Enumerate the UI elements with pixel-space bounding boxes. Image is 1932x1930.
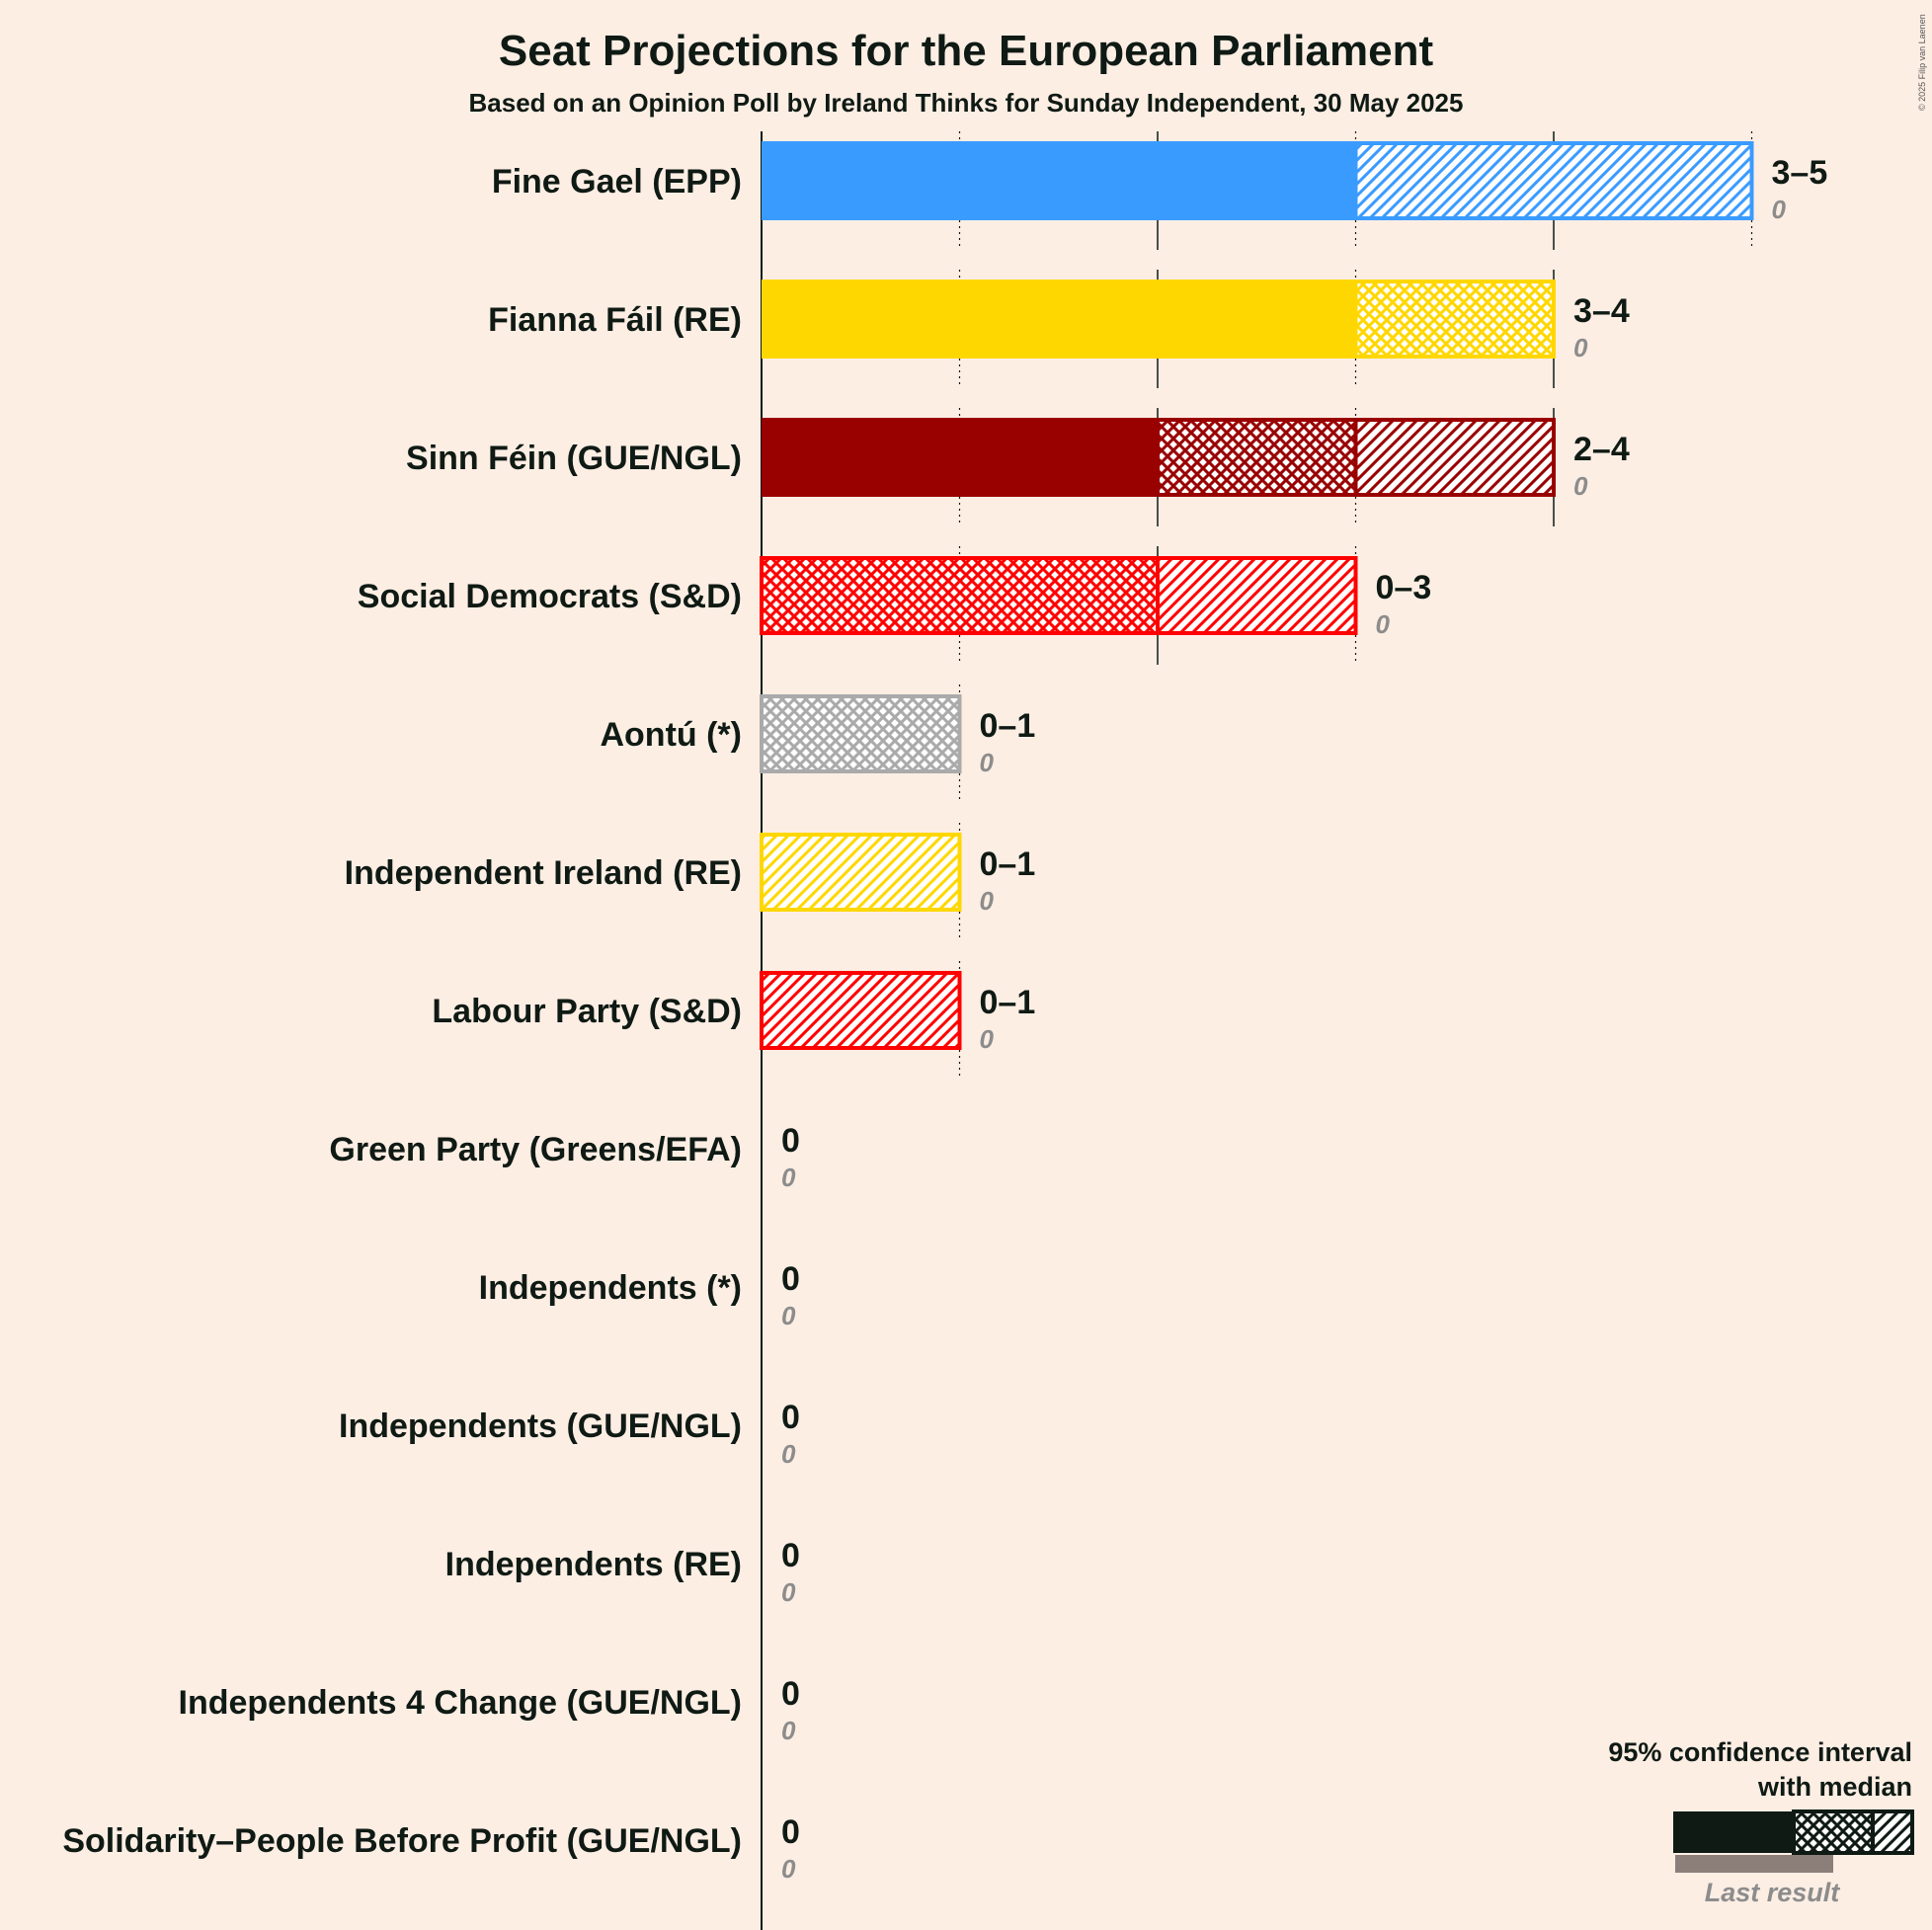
copyright-note: © 2025 Filip van Laenen [1917, 14, 1927, 111]
range-label: 0 [781, 1122, 800, 1160]
party-row: Fianna Fáil (RE) 3–4 0 [488, 270, 1630, 388]
party-row: Independents (GUE/NGL) 00 [339, 1399, 800, 1469]
last-result-label: 0 [980, 748, 995, 777]
last-result-label: 0 [1573, 333, 1588, 362]
last-result-label: 0 [781, 1301, 796, 1330]
party-row: Independent Ireland (RE) 0–10 [345, 823, 1036, 941]
range-label: 0 [781, 1260, 800, 1298]
party-row: Fine Gael (EPP) 3–5 0 [492, 131, 1827, 250]
last-result-label: 0 [781, 1854, 796, 1884]
party-label: Fine Gael (EPP) [492, 163, 742, 201]
range-label: 0 [781, 1675, 800, 1713]
bar-solid-segment [762, 141, 1356, 220]
party-row: Independents 4 Change (GUE/NGL) 0 0 [179, 1675, 800, 1745]
bar-solid-segment [762, 280, 1356, 359]
party-label: Independent Ireland (RE) [345, 854, 742, 892]
party-label: Independents (*) [479, 1269, 742, 1307]
bar-crosshatch-segment [760, 694, 962, 773]
last-result-label: 0 [980, 886, 995, 916]
bar-crosshatch-segment [1353, 280, 1556, 359]
bar-solid-segment [762, 418, 1158, 497]
party-label: Green Party (Greens/EFA) [329, 1131, 742, 1168]
chart-title: Seat Projections for the European Parlia… [499, 27, 1434, 75]
bar-hatch-segment [760, 833, 962, 912]
last-result-label: 0 [781, 1577, 796, 1607]
party-row: Solidarity–People Before Profit (GUE/NGL… [62, 1813, 800, 1884]
last-result-label: 0 [1376, 609, 1391, 639]
party-row: Labour Party (S&D) 0–10 [432, 961, 1035, 1080]
range-label: 0 [781, 1537, 800, 1574]
party-label: Sinn Féin (GUE/NGL) [406, 440, 742, 477]
legend-crosshatch-swatch [1792, 1809, 1875, 1855]
range-label: 3–4 [1573, 292, 1630, 330]
party-row: Green Party (Greens/EFA) 0 0 [329, 1122, 800, 1192]
range-label: 0–3 [1376, 569, 1432, 606]
bar-hatch-segment [1353, 141, 1754, 220]
party-label: Aontú (*) [600, 716, 742, 754]
bar-hatch-segment [1353, 418, 1556, 497]
party-label: Independents (RE) [445, 1546, 742, 1583]
range-label: 0–1 [980, 707, 1036, 745]
bar-crosshatch-segment [760, 556, 1160, 635]
party-row: Sinn Féin (GUE/NGL) 2–40 [406, 408, 1630, 526]
last-result-label: 0 [980, 1024, 995, 1054]
party-label: Solidarity–People Before Profit (GUE/NGL… [62, 1822, 742, 1860]
range-label: 3–5 [1772, 154, 1828, 192]
legend-hatch-swatch [1871, 1809, 1914, 1855]
legend-last-result-label: Last result [1705, 1878, 1841, 1907]
party-label: Fianna Fáil (RE) [488, 301, 742, 339]
range-label: 2–4 [1573, 431, 1630, 468]
range-label: 0 [781, 1399, 800, 1436]
last-result-label: 0 [1573, 471, 1588, 501]
legend-solid-swatch [1673, 1811, 1794, 1853]
legend: 95% confidence interval with median Last… [1608, 1737, 1914, 1907]
party-row: Aontú (*) 0–1 0 [600, 684, 1035, 803]
bar-hatch-segment [1156, 556, 1358, 635]
party-row: Social Democrats (S&D) 0–30 [358, 546, 1431, 665]
last-result-label: 0 [781, 1439, 796, 1469]
range-label: 0–1 [980, 984, 1036, 1021]
bar-hatch-segment [760, 971, 962, 1050]
legend-title-line2: with median [1757, 1772, 1912, 1802]
legend-last-result-swatch [1675, 1855, 1833, 1873]
party-label: Independents 4 Change (GUE/NGL) [179, 1684, 742, 1722]
party-label: Labour Party (S&D) [432, 993, 742, 1030]
chart-subtitle: Based on an Opinion Poll by Ireland Thin… [469, 88, 1464, 118]
legend-title-line1: 95% confidence interval [1608, 1737, 1912, 1767]
last-result-label: 0 [781, 1163, 796, 1192]
party-label: Social Democrats (S&D) [358, 578, 742, 615]
party-label: Independents (GUE/NGL) [339, 1407, 742, 1445]
party-row: Independents (*) 0 0 [479, 1260, 800, 1330]
range-label: 0 [781, 1813, 800, 1851]
last-result-label: 0 [1772, 195, 1787, 224]
range-label: 0–1 [980, 845, 1036, 883]
bar-crosshatch-segment [1156, 418, 1358, 497]
party-row: Independents (RE) 00 [445, 1537, 800, 1607]
last-result-label: 0 [781, 1716, 796, 1745]
